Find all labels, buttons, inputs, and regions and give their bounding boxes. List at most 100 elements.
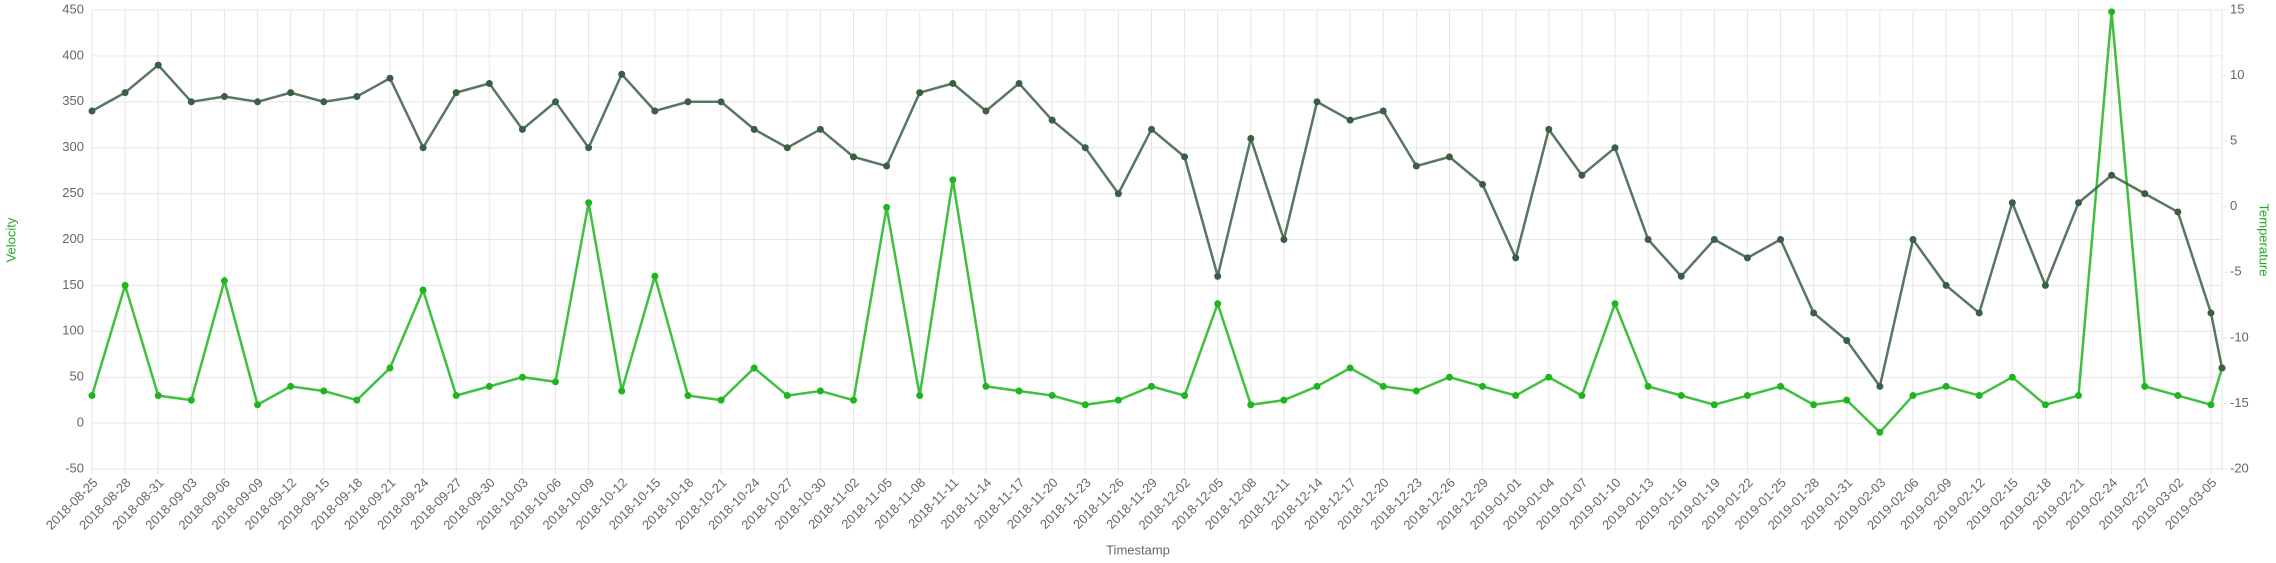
data-point [982, 382, 990, 390]
y-tick-label: 0 [77, 415, 84, 430]
data-point [1247, 401, 1255, 409]
data-point [1214, 300, 1222, 308]
data-point [320, 387, 328, 395]
data-point [154, 61, 162, 69]
data-point [254, 98, 262, 106]
data-point [1479, 382, 1487, 390]
data-point [651, 107, 659, 115]
y-tick-label: 100 [62, 323, 84, 338]
data-point [1114, 396, 1122, 404]
data-point [750, 125, 758, 133]
data-point [982, 107, 990, 115]
y2-tick-label: 15 [2230, 1, 2244, 16]
data-point [1942, 281, 1950, 289]
data-point [1479, 180, 1487, 188]
data-point [88, 107, 96, 115]
data-point [1048, 116, 1056, 124]
data-point [1777, 382, 1785, 390]
data-point [187, 98, 195, 106]
y2-axis-title: Temperature [2257, 204, 2272, 277]
data-point [1611, 300, 1619, 308]
data-point [1843, 336, 1851, 344]
y-tick-label: 200 [62, 231, 84, 246]
data-point [386, 74, 394, 82]
y-tick-label: 300 [62, 139, 84, 154]
data-point [1280, 236, 1288, 243]
y2-tick-label: -20 [2230, 460, 2249, 475]
data-point [552, 98, 560, 106]
data-point [154, 392, 162, 400]
data-point [850, 153, 858, 161]
data-point [1578, 171, 1586, 179]
data-point [1346, 364, 1354, 372]
data-point [1644, 236, 1652, 243]
data-point [618, 70, 626, 78]
y2-tick-label: 0 [2230, 198, 2237, 213]
data-point [1677, 392, 1685, 400]
data-point [2141, 382, 2149, 390]
data-point [916, 392, 924, 400]
data-point [816, 387, 824, 395]
data-point [1280, 396, 1288, 404]
y-tick-label: 50 [70, 369, 84, 384]
data-point [1313, 382, 1321, 390]
data-point [187, 396, 195, 404]
y2-tick-label: 5 [2230, 133, 2237, 148]
data-point [2008, 373, 2016, 381]
y-tick-label: 150 [62, 277, 84, 292]
data-point [949, 176, 957, 184]
data-point [2218, 364, 2226, 372]
data-point [2141, 190, 2149, 198]
data-point [1876, 382, 1884, 390]
data-point [121, 281, 129, 289]
data-point [883, 203, 891, 211]
data-point [1810, 401, 1818, 409]
data-point [850, 396, 858, 404]
data-point [2207, 401, 2215, 409]
data-point [1810, 309, 1818, 317]
plot-border [91, 9, 2223, 470]
data-point [552, 378, 560, 386]
data-point [2075, 392, 2083, 400]
y-tick-label: 350 [62, 93, 84, 108]
data-point [1247, 135, 1255, 143]
data-point [353, 93, 361, 101]
data-point [419, 144, 427, 152]
data-point [452, 89, 460, 97]
data-point [353, 396, 361, 404]
data-point [1412, 387, 1420, 395]
data-point [1379, 107, 1387, 115]
data-point [750, 364, 758, 372]
y2-tick-label: -5 [2230, 264, 2242, 279]
y2-tick-label: 10 [2230, 67, 2244, 82]
data-point [1777, 236, 1785, 243]
data-point [1412, 162, 1420, 170]
data-point [1876, 428, 1884, 436]
y2-tick-label: -15 [2230, 395, 2249, 410]
data-point [883, 162, 891, 170]
data-point [1843, 396, 1851, 404]
data-point [320, 98, 328, 106]
data-point [518, 373, 526, 381]
data-point [916, 89, 924, 97]
data-point [1975, 309, 1983, 317]
data-point [1015, 79, 1023, 87]
data-point [585, 199, 593, 207]
data-point [684, 392, 692, 400]
data-point [1545, 373, 1553, 381]
y-tick-label: 250 [62, 185, 84, 200]
data-point [518, 125, 526, 133]
y-tick-label: 450 [62, 1, 84, 16]
data-point [783, 144, 791, 152]
data-point [1710, 401, 1718, 409]
data-point [254, 401, 262, 409]
data-point [1114, 190, 1122, 198]
data-point [2075, 199, 2083, 207]
data-point [1909, 236, 1917, 243]
data-point [1048, 392, 1056, 400]
data-point [1346, 116, 1354, 124]
data-point [2108, 8, 2116, 16]
data-point [1379, 382, 1387, 390]
data-point [88, 392, 96, 400]
data-point [1578, 392, 1586, 400]
